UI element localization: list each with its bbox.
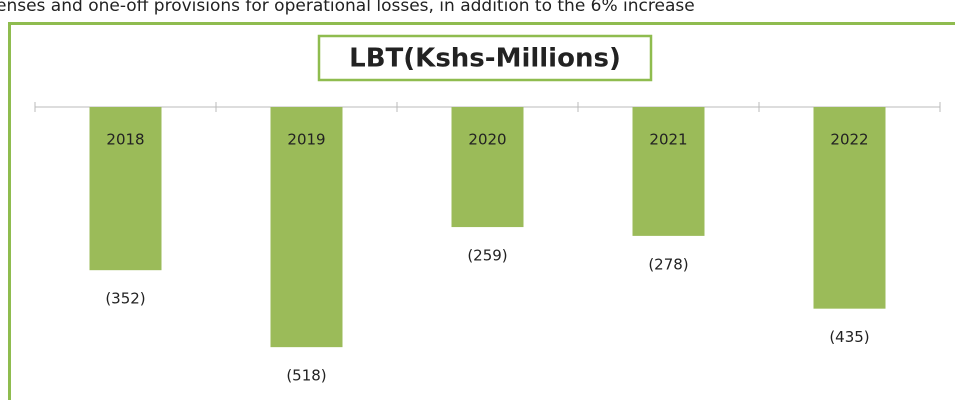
chart-title: LBT(Kshs-Millions): [349, 44, 621, 74]
category-label: 2022: [830, 131, 868, 149]
bar: [270, 107, 343, 348]
data-label: (278): [648, 255, 688, 273]
data-label: (352): [105, 290, 145, 308]
title-box: [317, 34, 653, 82]
data-label: (435): [829, 328, 869, 346]
category-label: 2020: [468, 131, 506, 149]
data-label: (518): [286, 367, 326, 385]
category-label: 2019: [287, 131, 325, 149]
category-label: 2021: [649, 131, 687, 149]
data-label: (259): [467, 247, 507, 265]
bar: [451, 107, 524, 228]
category-label: 2018: [106, 131, 144, 149]
bar: [89, 107, 162, 271]
body-text: enses and one-off provisions for operati…: [0, 0, 695, 16]
bar: [813, 107, 886, 309]
bar: [632, 107, 705, 236]
